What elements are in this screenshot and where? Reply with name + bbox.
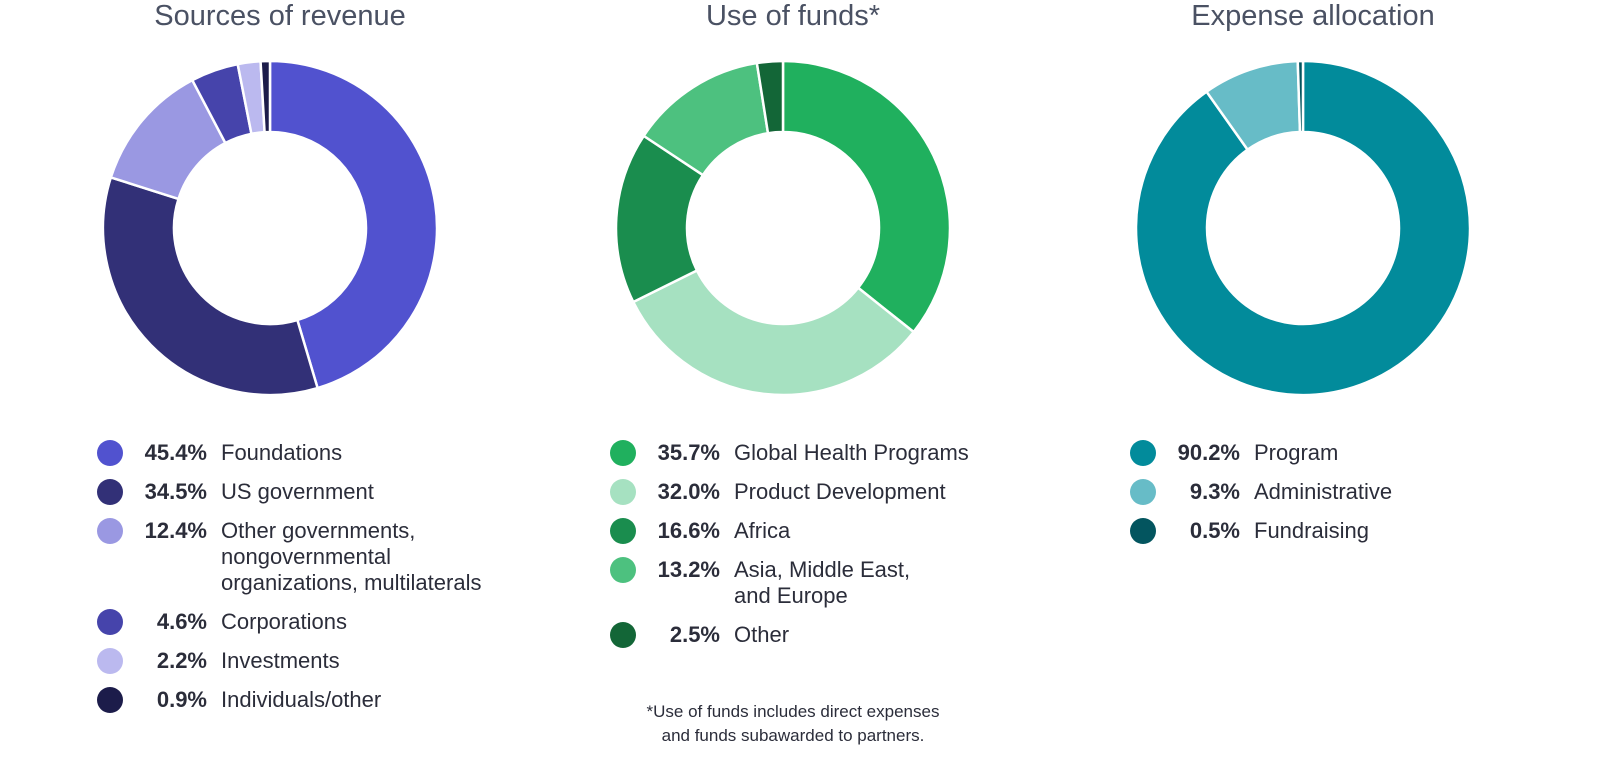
legend-item-administrative: 9.3% Administrative bbox=[1130, 479, 1580, 505]
legend-label-line: Global Health Programs bbox=[734, 440, 969, 465]
legend-label-line: Individuals/other bbox=[221, 687, 382, 712]
legend-label: Fundraising bbox=[1254, 518, 1369, 544]
legend-label-line: Africa bbox=[734, 518, 791, 543]
sources-of-revenue-legend: 45.4% Foundations 34.5% US government 12.4% O… bbox=[97, 440, 547, 726]
legend-swatch bbox=[97, 479, 123, 505]
legend-swatch bbox=[97, 687, 123, 713]
legend-label: Individuals/other bbox=[221, 687, 381, 713]
legend-label: Global Health Programs bbox=[734, 440, 969, 466]
legend-label-line: organizations, multilaterals bbox=[221, 570, 482, 595]
legend-item-corporations: 4.6% Corporations bbox=[97, 609, 547, 635]
legend-percent: 45.4% bbox=[144, 440, 207, 465]
use-of-funds-legend: 35.7% Global Health Programs 32.0% Product … bbox=[610, 440, 1060, 661]
legend-swatch bbox=[97, 518, 123, 544]
legend-item-investments: 2.2% Investments bbox=[97, 648, 547, 674]
legend-label: Program bbox=[1254, 440, 1338, 466]
legend-label-line: Fundraising bbox=[1254, 518, 1369, 543]
legend-swatch bbox=[1130, 440, 1156, 466]
legend-percent: 90.2% bbox=[1177, 440, 1240, 465]
legend-label-line: Other governments, bbox=[221, 518, 416, 543]
legend-label: Product Development bbox=[734, 479, 946, 505]
chart-title: Sources of revenue bbox=[154, 0, 406, 32]
legend-swatch bbox=[610, 557, 636, 583]
legend-item-foundations: 45.4% Foundations bbox=[97, 440, 547, 466]
legend-swatch bbox=[610, 440, 636, 466]
chart-title: Expense allocation bbox=[1191, 0, 1435, 32]
legend-percent: 16.6% bbox=[657, 518, 720, 543]
legend-item-global-health-programs: 35.7% Global Health Programs bbox=[610, 440, 1060, 466]
legend-label: Other bbox=[734, 622, 789, 648]
slice-global-health-programs bbox=[781, 59, 952, 334]
legend-swatch bbox=[97, 609, 123, 635]
footnote: *Use of funds includes direct expenses a… bbox=[533, 700, 1053, 748]
legend-label: Administrative bbox=[1254, 479, 1392, 505]
legend-label: Asia, Middle East, and Europe bbox=[734, 557, 910, 609]
legend-label-line: Investments bbox=[221, 648, 340, 673]
legend-percent: 2.2% bbox=[156, 648, 207, 673]
legend-item-africa: 16.6% Africa bbox=[610, 518, 1060, 544]
slice-individuals-other bbox=[259, 59, 272, 134]
slice-us-government bbox=[101, 176, 319, 397]
slice-foundations bbox=[268, 59, 439, 390]
legend-percent: 4.6% bbox=[156, 609, 207, 634]
legend-percent: 13.2% bbox=[657, 557, 720, 582]
legend-label-line: Corporations bbox=[221, 609, 347, 634]
legend-percent: 0.9% bbox=[156, 687, 207, 712]
legend-label: Africa bbox=[734, 518, 790, 544]
footnote-line: *Use of funds includes direct expenses bbox=[646, 702, 940, 721]
footnote-line: and funds subawarded to partners. bbox=[661, 726, 925, 745]
slice-program bbox=[1134, 59, 1472, 397]
legend-item-product-development: 32.0% Product Development bbox=[610, 479, 1060, 505]
legend-swatch bbox=[1130, 518, 1156, 544]
legend-label: Foundations bbox=[221, 440, 342, 466]
legend-item-us-government: 34.5% US government bbox=[97, 479, 547, 505]
legend-item-program: 90.2% Program bbox=[1130, 440, 1580, 466]
expense-allocation-legend: 90.2% Program 9.3% Administrative 0.5% Fundra… bbox=[1130, 440, 1580, 557]
legend-swatch bbox=[610, 479, 636, 505]
legend-percent: 0.5% bbox=[1189, 518, 1240, 543]
legend-percent: 2.5% bbox=[669, 622, 720, 647]
legend-percent: 34.5% bbox=[144, 479, 207, 504]
legend-item-other: 2.5% Other bbox=[610, 622, 1060, 648]
legend-swatch bbox=[97, 648, 123, 674]
use-of-funds-panel: Use of funds* 35.7% Global Health Program… bbox=[533, 0, 1053, 762]
legend-percent: 9.3% bbox=[1189, 479, 1240, 504]
legend-label-line: US government bbox=[221, 479, 374, 504]
legend-swatch bbox=[610, 622, 636, 648]
slice-fundraising bbox=[1296, 59, 1305, 134]
legend-label-line: Product Development bbox=[734, 479, 946, 504]
legend-label-line: Administrative bbox=[1254, 479, 1393, 504]
expense-allocation-panel: Expense allocation 90.2% Program 9.3% Admin… bbox=[1053, 0, 1573, 762]
legend-item-fundraising: 0.5% Fundraising bbox=[1130, 518, 1580, 544]
sources-of-revenue-donut bbox=[101, 59, 439, 397]
legend-label-line: Foundations bbox=[221, 440, 343, 465]
legend-item-other-governments-nongovernmental-organizations-multilaterals: 12.4% Other governments, nongovernmental or… bbox=[97, 518, 547, 596]
legend-item-individuals-other: 0.9% Individuals/other bbox=[97, 687, 547, 713]
legend-swatch bbox=[610, 518, 636, 544]
chart-title: Use of funds* bbox=[705, 0, 881, 32]
legend-swatch bbox=[97, 440, 123, 466]
legend-percent: 12.4% bbox=[144, 518, 207, 543]
legend-label: US government bbox=[221, 479, 374, 505]
legend-label: Investments bbox=[221, 648, 340, 674]
legend-item-asia-middle-east-and-europe: 13.2% Asia, Middle East, and Europe bbox=[610, 557, 1060, 609]
legend-label: Other governments, nongovernmental organiz… bbox=[221, 518, 481, 596]
legend-label-line: nongovernmental bbox=[221, 544, 392, 569]
legend-swatch bbox=[1130, 479, 1156, 505]
legend-label: Corporations bbox=[221, 609, 347, 635]
slice-product-development bbox=[632, 269, 915, 397]
legend-label-line: and Europe bbox=[734, 583, 848, 608]
legend-label-line: Other bbox=[734, 622, 790, 647]
expense-allocation-donut bbox=[1134, 59, 1472, 397]
legend-percent: 35.7% bbox=[657, 440, 720, 465]
legend-percent: 32.0% bbox=[657, 479, 720, 504]
use-of-funds-donut bbox=[614, 59, 952, 397]
legend-label-line: Asia, Middle East, bbox=[734, 557, 911, 582]
legend-label-line: Program bbox=[1254, 440, 1339, 465]
slice-other bbox=[755, 59, 785, 135]
sources-of-revenue-panel: Sources of revenue 45.4% Foundations 34.5%… bbox=[20, 0, 540, 762]
